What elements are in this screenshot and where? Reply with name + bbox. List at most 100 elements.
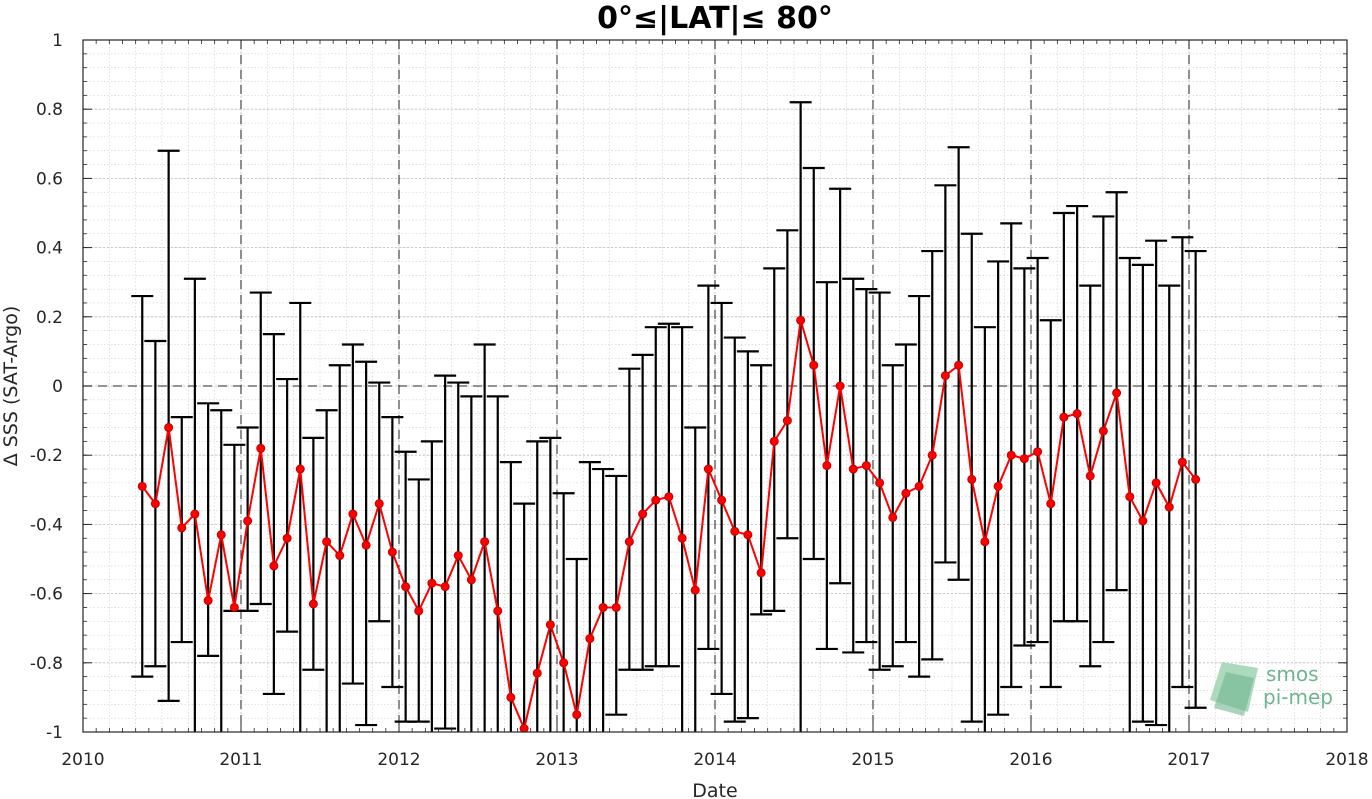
smos-pi-mep-logo: smos pi-mep bbox=[1210, 662, 1333, 716]
x-tick-label: 2012 bbox=[377, 750, 420, 770]
data-point bbox=[756, 568, 766, 578]
data-point bbox=[361, 540, 371, 550]
y-axis-label: Δ SSS (SAT-Argo) bbox=[0, 306, 22, 466]
chart-title: 0°≤|LAT|≤ 80° bbox=[597, 1, 833, 36]
data-point bbox=[940, 371, 950, 381]
data-point bbox=[335, 551, 345, 561]
data-point bbox=[1059, 412, 1069, 422]
data-point bbox=[822, 461, 832, 471]
y-tick-label: 0 bbox=[52, 377, 63, 397]
x-tick-labels: 2010 2011 2012 2013 2014 2015 2016 2017 2018 bbox=[61, 750, 1368, 770]
data-point bbox=[809, 360, 819, 370]
data-point bbox=[308, 599, 318, 609]
y-tick-label: 0.4 bbox=[36, 239, 63, 259]
data-point bbox=[229, 602, 239, 612]
x-tick-label: 2018 bbox=[1325, 750, 1368, 770]
data-point bbox=[374, 499, 384, 509]
data-point bbox=[585, 634, 595, 644]
data-point bbox=[796, 315, 806, 325]
data-point bbox=[927, 450, 937, 460]
x-tick-label: 2013 bbox=[535, 750, 578, 770]
series-group bbox=[137, 315, 1201, 732]
data-point bbox=[717, 495, 727, 505]
y-tick-label: 0.2 bbox=[36, 308, 63, 328]
data-point bbox=[1138, 516, 1148, 526]
data-point bbox=[611, 602, 621, 612]
data-point bbox=[835, 381, 845, 391]
x-tick-label: 2015 bbox=[851, 750, 894, 770]
data-point bbox=[401, 582, 411, 592]
data-point bbox=[1098, 426, 1108, 436]
data-point bbox=[690, 585, 700, 595]
data-point bbox=[453, 551, 463, 561]
data-point bbox=[888, 512, 898, 522]
data-point bbox=[506, 692, 516, 702]
axis-ticks bbox=[82, 39, 1348, 733]
data-point bbox=[1019, 454, 1029, 464]
y-tick-label: -1 bbox=[46, 723, 63, 743]
data-point bbox=[348, 509, 358, 519]
data-point bbox=[1164, 502, 1174, 512]
data-point bbox=[440, 582, 450, 592]
data-point bbox=[427, 578, 437, 588]
y-tick-label: 1 bbox=[52, 31, 63, 51]
data-point bbox=[769, 436, 779, 446]
y-tick-label: -0.4 bbox=[30, 515, 63, 535]
data-point bbox=[875, 478, 885, 488]
data-point bbox=[150, 499, 160, 509]
x-axis-label: Date bbox=[692, 780, 737, 799]
y-tick-label: 0.6 bbox=[36, 169, 63, 189]
data-point bbox=[861, 461, 871, 471]
data-point bbox=[466, 575, 476, 585]
data-point bbox=[914, 481, 924, 491]
data-point bbox=[243, 516, 253, 526]
data-point bbox=[1112, 388, 1122, 398]
data-point bbox=[677, 533, 687, 543]
data-point bbox=[901, 488, 911, 498]
data-point bbox=[190, 509, 200, 519]
y-tick-label: -0.6 bbox=[30, 585, 63, 605]
data-point bbox=[572, 710, 582, 720]
data-point bbox=[703, 464, 713, 474]
data-point bbox=[1046, 499, 1056, 509]
data-point bbox=[967, 474, 977, 484]
data-point bbox=[414, 606, 424, 616]
data-point bbox=[651, 495, 661, 505]
x-tick-label: 2010 bbox=[61, 750, 104, 770]
x-tick-label: 2014 bbox=[693, 750, 736, 770]
logo-text-smos: smos bbox=[1266, 662, 1319, 686]
data-point bbox=[532, 668, 542, 678]
y-tick-label: -0.8 bbox=[30, 654, 63, 674]
data-point bbox=[980, 537, 990, 547]
data-point bbox=[545, 620, 555, 630]
data-point bbox=[1072, 409, 1082, 419]
data-point bbox=[1006, 450, 1016, 460]
data-point bbox=[782, 416, 792, 426]
data-point bbox=[1125, 492, 1135, 502]
y-tick-label: -0.2 bbox=[30, 446, 63, 466]
y-tick-label: 0.8 bbox=[36, 100, 63, 120]
logo-icon-layer bbox=[1214, 672, 1254, 716]
data-point bbox=[519, 724, 529, 732]
data-point bbox=[1191, 474, 1201, 484]
data-point bbox=[295, 464, 305, 474]
data-point bbox=[1033, 447, 1043, 457]
data-point bbox=[256, 443, 266, 453]
data-point bbox=[322, 537, 332, 547]
logo-text-pi-mep: pi-mep bbox=[1263, 685, 1333, 709]
data-point bbox=[624, 537, 634, 547]
x-tick-label: 2017 bbox=[1167, 750, 1210, 770]
data-point bbox=[269, 561, 279, 571]
data-point bbox=[848, 464, 858, 474]
data-point bbox=[559, 658, 569, 668]
data-point bbox=[203, 596, 213, 606]
data-point bbox=[954, 360, 964, 370]
x-tick-label: 2016 bbox=[1009, 750, 1052, 770]
data-point bbox=[493, 606, 503, 616]
data-point bbox=[164, 423, 174, 433]
data-point bbox=[177, 523, 187, 533]
data-point bbox=[480, 537, 490, 547]
data-point bbox=[1177, 457, 1187, 467]
data-point bbox=[598, 602, 608, 612]
